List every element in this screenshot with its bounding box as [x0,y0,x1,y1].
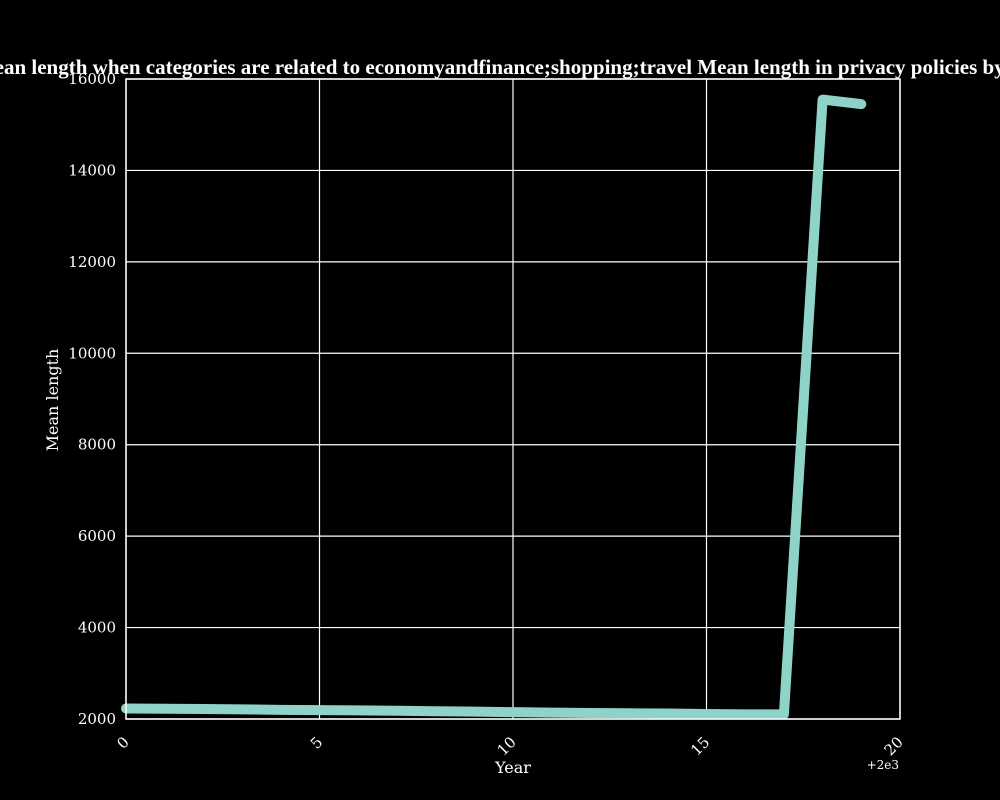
x-tick-label: 5 [307,733,326,752]
grid [125,78,901,720]
y-tick-label: 4000 [78,619,116,637]
y-tick-label: 14000 [68,161,116,179]
x-tick-labels: 0 5 10 15 20 [113,733,906,759]
x-axis-offset-label: +2e3 [867,758,899,772]
y-tick-label: 10000 [68,344,116,362]
x-axis-label: Year [494,758,531,777]
series-line [121,94,867,720]
x-tick-label: 20 [881,733,907,759]
y-tick-label: 16000 [68,70,116,88]
y-tick-label: 6000 [78,527,116,545]
y-tick-label: 12000 [68,253,116,271]
chart-title: Mean length when categories are related … [0,55,1000,79]
y-axis-label: Mean length [43,349,62,452]
x-tick-label: 0 [113,733,132,752]
data-layer [121,94,867,720]
x-tick-label: 15 [687,733,713,759]
y-tick-label: 2000 [78,710,116,728]
y-tick-labels: 2000 4000 6000 8000 10000 12000 14000 16000 [68,70,116,728]
plot-frame [125,78,901,720]
x-tick-label: 10 [494,733,520,759]
y-tick-label: 8000 [78,436,116,454]
